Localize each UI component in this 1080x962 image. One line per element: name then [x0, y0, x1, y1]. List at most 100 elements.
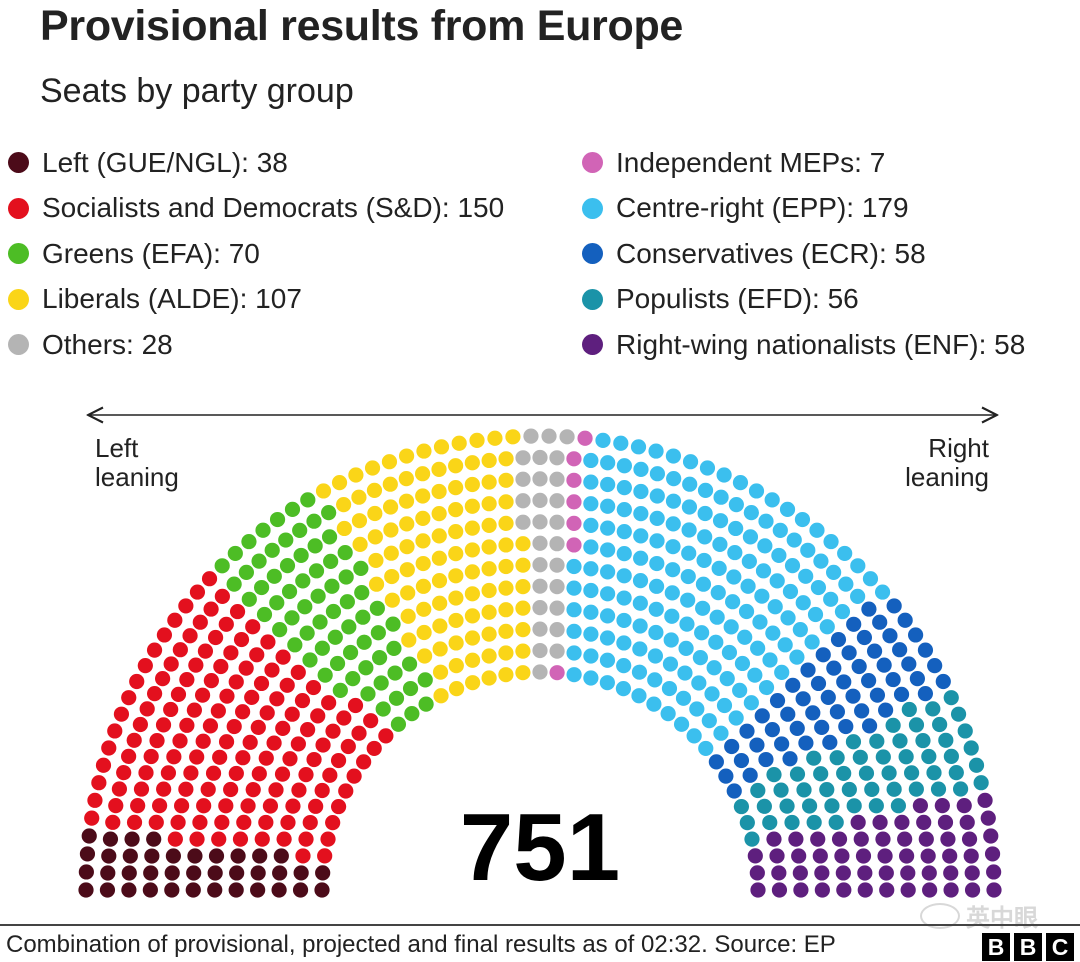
seat-dot	[823, 591, 839, 607]
seat-dot	[310, 708, 326, 724]
seat-dot	[346, 768, 362, 784]
seat-dot	[183, 765, 199, 781]
legend-swatch	[8, 152, 29, 174]
seat-dot	[774, 664, 790, 680]
footer-divider	[0, 924, 1080, 926]
seat-dot	[386, 640, 402, 656]
seat-dot	[886, 781, 902, 797]
seat-dot	[796, 782, 812, 798]
legend-label: Left (GUE/NGL): 38	[42, 146, 288, 178]
seat-dot	[203, 673, 219, 689]
seat-dot	[387, 665, 403, 681]
seat-dot	[330, 752, 347, 769]
legend-right-column: Independent MEPs: 7 Centre-right (EPP): 1…	[582, 140, 1025, 368]
seat-dot	[681, 545, 697, 561]
seat-dot	[144, 848, 160, 864]
seat-dot	[663, 632, 679, 648]
seat-dot	[836, 674, 852, 690]
seat-dot	[716, 467, 732, 483]
seat-dot	[532, 557, 548, 573]
seat-dot	[795, 595, 811, 611]
seat-dot	[515, 643, 531, 659]
seat-dot	[203, 601, 219, 617]
seat-dot	[696, 552, 712, 569]
seat-dot	[728, 520, 744, 537]
seat-dot	[448, 458, 464, 474]
seat-dot	[498, 451, 514, 467]
seat-dot	[515, 536, 531, 552]
seat-dot	[682, 454, 699, 470]
seat-dot	[415, 555, 431, 572]
seat-dot	[481, 670, 497, 686]
seat-dot	[549, 536, 565, 552]
seat-dot	[646, 696, 662, 712]
seat-dot	[369, 600, 385, 616]
seat-dot	[142, 882, 158, 898]
seat-dot	[272, 622, 288, 638]
seat-dot	[163, 701, 179, 718]
seat-dot	[366, 740, 382, 757]
seat-dot	[968, 757, 985, 773]
legend-item: Left (GUE/NGL): 38	[8, 140, 504, 186]
seat-dot	[662, 656, 679, 672]
seat-dot	[892, 733, 908, 749]
seat-dot	[750, 640, 766, 656]
seat-dot	[718, 768, 734, 784]
seat-dot	[794, 511, 811, 528]
seat-dot	[515, 557, 531, 573]
seat-dot	[721, 644, 738, 661]
legend-swatch	[8, 197, 29, 219]
seat-dot	[701, 713, 717, 729]
seat-dot	[464, 542, 480, 558]
seat-dot	[298, 831, 314, 847]
seat-dot	[649, 488, 665, 504]
seat-dot	[566, 515, 582, 531]
seat-dot	[885, 671, 901, 688]
seat-dot	[532, 449, 548, 466]
seat-dot	[980, 810, 996, 826]
seat-dot	[948, 764, 964, 781]
legend-label: Populists (EFD): 56	[616, 283, 859, 315]
seat-dot	[139, 701, 155, 717]
seat-dot	[280, 814, 296, 831]
seat-dot	[205, 765, 222, 781]
seat-dot	[792, 865, 808, 881]
seat-dot	[828, 814, 844, 830]
seat-dot	[399, 539, 415, 555]
seat-dot	[549, 600, 565, 616]
seat-dot	[862, 571, 879, 587]
seat-dot	[633, 483, 649, 500]
seat-dot	[498, 537, 514, 553]
seat-dot	[758, 751, 774, 768]
seat-dot	[464, 630, 481, 646]
seat-dot	[170, 814, 186, 830]
seat-dot	[697, 505, 713, 522]
seat-dot	[633, 550, 649, 566]
seat-dot	[952, 781, 969, 797]
seat-dot	[881, 765, 897, 781]
seat-dot	[577, 430, 593, 446]
seat-dot	[431, 506, 447, 522]
seat-dot	[798, 568, 814, 584]
bbc-logo: B B C	[982, 933, 1074, 961]
seat-dot	[314, 640, 330, 656]
seat-dot	[464, 652, 481, 668]
seat-dot	[317, 848, 333, 864]
seat-dot	[855, 848, 872, 864]
seat-dot	[649, 466, 666, 482]
seat-dot	[399, 516, 415, 532]
source-note: Combination of provisional, projected an…	[6, 931, 836, 958]
seat-dot	[864, 781, 880, 797]
seat-dot	[665, 448, 682, 464]
seat-dot	[771, 865, 787, 881]
seat-dot	[293, 865, 309, 881]
seat-dot	[368, 576, 385, 592]
seat-dot	[347, 697, 364, 714]
seat-dot	[894, 814, 910, 830]
seat-dot	[755, 563, 772, 579]
seat-dot	[583, 670, 599, 686]
legend-label: Independent MEPs: 7	[616, 146, 886, 178]
seat-dot	[481, 626, 497, 642]
seat-dot	[900, 882, 916, 898]
seat-dot	[758, 513, 774, 529]
